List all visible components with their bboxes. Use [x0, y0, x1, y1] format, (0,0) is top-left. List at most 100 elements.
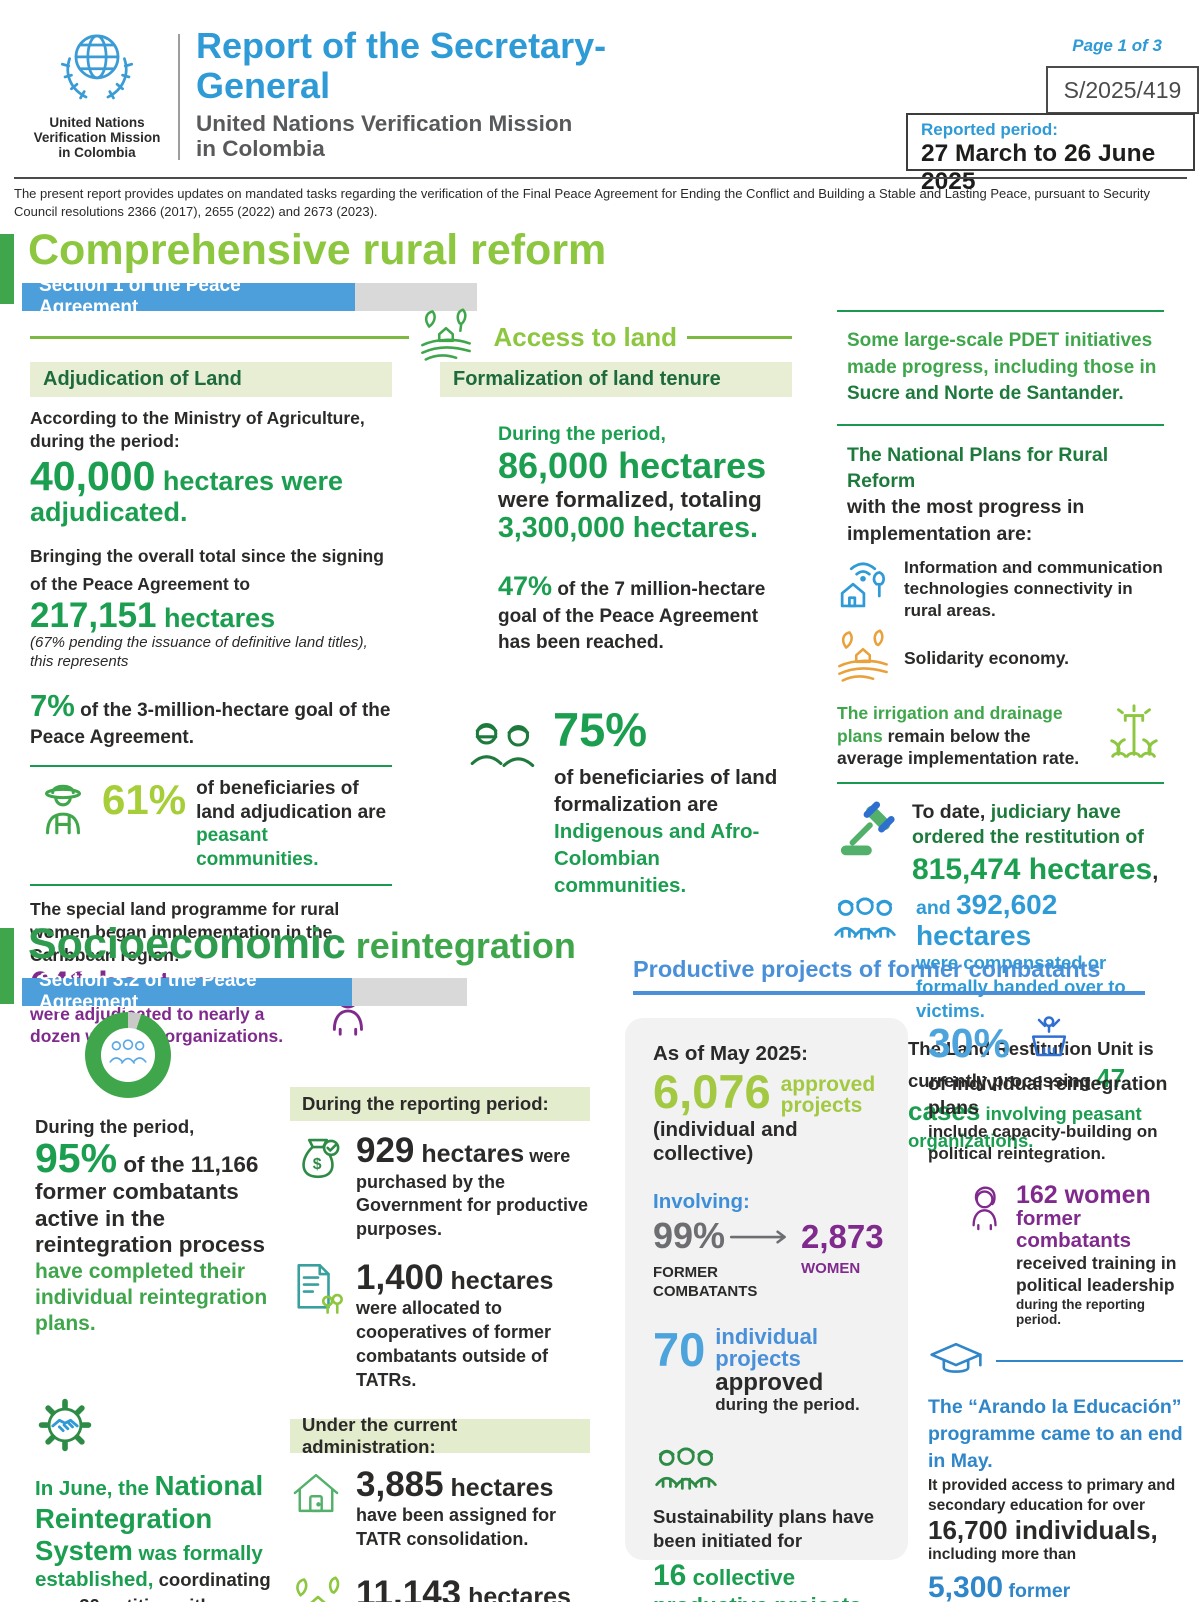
page-subtitle: United Nations Verification Mission in C… — [196, 111, 573, 161]
wifi-house-icon — [834, 557, 892, 620]
divider — [837, 310, 1164, 312]
adjudication-total-intro: Bringing the overall total since the sig… — [30, 545, 384, 594]
rural-section-tag: Section 1 of the Peace Agreement — [22, 275, 477, 318]
woman-purple-icon — [958, 1183, 1008, 1327]
house-icon — [290, 1467, 342, 1552]
asof-label: As of May 2025: — [653, 1042, 808, 1065]
stat-3885-text: 3,885 hectares have been assigned for TA… — [356, 1464, 557, 1549]
farm-field-icon — [419, 308, 473, 367]
page-indicator: Page 1 of 3 — [1072, 36, 1162, 55]
indigenous-people-icon — [464, 716, 546, 779]
socio-right-column: 30% of individual reintegration plans in… — [928, 1015, 1183, 1602]
adjudication-intro: According to the Ministry of Agriculture… — [30, 408, 365, 451]
socio-middle-column: During the reporting period: $ 929 hecta… — [290, 1087, 590, 1602]
stat-11143-row: 11,143 hectares were allocated to produc… — [290, 1576, 590, 1602]
un-emblem-icon — [41, 34, 153, 112]
header-rule — [14, 177, 1187, 179]
logo-caption-line1: United Nations — [49, 115, 145, 130]
logo-caption-line3: in Colombia — [58, 145, 136, 161]
section-accent-bar — [0, 234, 14, 304]
svg-text:$: $ — [313, 1156, 322, 1173]
socio95-intro: During the period, — [35, 1116, 195, 1137]
socio-section-title: Socioeconomic reintegration — [28, 920, 576, 968]
pct30-bold-text: of individual reintegration plans — [928, 1073, 1168, 1120]
solidarity-item: Solidarity economy. — [836, 629, 1174, 688]
adjudication-goal: 7% of the 3-million-hectare goal of the … — [30, 687, 391, 749]
productive-projects-underline — [633, 991, 1145, 995]
ind70-value: 70 — [653, 1323, 706, 1376]
divider — [837, 423, 1164, 426]
lru-text: The Land Restitution Unit is currently p… — [908, 1038, 1154, 1152]
ind-collective-label: (individual and collective) — [653, 1118, 798, 1165]
ict-item: Information and communication technologi… — [834, 557, 1174, 621]
adjudication-stat1: 40,000 hectares were adjudicated. — [30, 452, 344, 527]
pct30-text: include capacity-building on political r… — [928, 1121, 1158, 1163]
irrigation-icon — [1103, 702, 1165, 770]
reported-period-box: Reported period: 27 March to 26 June 202… — [906, 113, 1195, 195]
sustainability-intro: Sustainability plans have been initiated… — [653, 1505, 875, 1551]
judiciary-row: To date, judiciary have ordered the rest… — [836, 800, 1174, 886]
women162-bold: former combatants — [1016, 1206, 1132, 1253]
formalization-goal: 47% of the 7 million-hectare goal of the… — [498, 570, 766, 654]
education-divider-line — [996, 1360, 1183, 1363]
arrow-right-icon — [729, 1230, 793, 1249]
victims-text: and 392,602 hectares were compensated or… — [916, 888, 1126, 1022]
formalization-header: Formalization of land tenure — [440, 362, 792, 397]
stat-1400-text: 1,400 hectares were allocated to coopera… — [356, 1257, 554, 1390]
pdet-text: Some large-scale PDET initiatives made p… — [847, 330, 1157, 405]
divider — [837, 782, 1164, 785]
doc-number: S/2025/419 — [1063, 76, 1182, 103]
formalization-num1: 86,000 hectares — [498, 445, 767, 486]
education-stat2: 5,300 former combatants. — [928, 1571, 1071, 1602]
divider — [30, 883, 392, 886]
stat-11143-text: 11,143 hectares were allocated to produc… — [356, 1573, 571, 1602]
pct75-block: 75% of beneficiaries of land formalizati… — [440, 703, 792, 942]
reported-period-label: Reported period: — [921, 120, 1058, 139]
lru-row: The Land Restitution Unit is currently p… — [832, 1037, 1174, 1153]
education-divider-row — [928, 1339, 1183, 1384]
divider — [30, 764, 392, 767]
national-plans-text: The National Plans for Rural Reform with… — [847, 443, 1109, 545]
reported-period-value: 27 March to 26 June 2025 — [921, 140, 1156, 195]
rural-section-tag-label: Section 1 of the Peace Agreement — [22, 275, 355, 318]
podium-person-icon — [1022, 1015, 1076, 1070]
document-trees-icon — [290, 1260, 346, 1393]
adjudication-column: Adjudication of Land According to the Mi… — [30, 362, 392, 1048]
socio-section-tag-filler — [352, 978, 467, 1006]
money-bag-icon: $ — [290, 1133, 346, 1242]
approved-label: approved projects — [780, 1073, 876, 1117]
women-value: 2,873 — [801, 1218, 884, 1255]
involving-stats: 99% 2,873 FORMER COMBATANTS WOMEN — [653, 1218, 884, 1304]
doc-number-box: S/2025/419 — [1046, 66, 1199, 114]
involving-label: Involving: — [653, 1190, 750, 1213]
ict-item-text: Information and communication technologi… — [904, 558, 1163, 620]
access-to-land-row: Access to land — [30, 308, 792, 367]
socio95-stat: 95% of the 11,166 former combatants acti… — [35, 1135, 266, 1258]
sustainability-stat: 16 collective productive projects — [653, 1558, 862, 1602]
access-line-left — [30, 336, 410, 339]
page-title: Report of the Secretary-General — [196, 25, 607, 106]
pct61-text: of beneficiaries of land adjudication ar… — [196, 777, 387, 871]
national-reintegration-text: In June, the National Reintegration Syst… — [35, 1470, 271, 1602]
reporting-period-box-header: During the reporting period: — [290, 1087, 590, 1121]
women162-text: received training in political leadership — [1016, 1253, 1177, 1295]
formalization-column: Formalization of land tenure During the … — [440, 362, 792, 942]
formalization-p2: were formalized, totaling — [498, 486, 762, 512]
approved-projects-stat: 6,076 approved projects — [653, 1068, 884, 1116]
logo-caption-line2: Verification Mission — [33, 130, 161, 146]
productive-projects-heading: Productive projects of former combatants — [633, 956, 1101, 982]
pct61-value: 61% — [102, 775, 187, 823]
reintegration-donut-chart — [85, 1012, 171, 1098]
women-label: WOMEN — [801, 1260, 861, 1277]
arando-text: The “Arando la Educación” programme came… — [928, 1395, 1183, 1473]
education-stat: 16,700 individuals, including more than — [928, 1514, 1158, 1563]
pct75-value: 75% — [553, 702, 648, 756]
approved-num: 6,076 — [653, 1065, 771, 1118]
women162-row: 162 women former combatants received tra… — [928, 1182, 1183, 1327]
irrigation-text: The irrigation and drainage plans remain… — [837, 702, 1080, 769]
adjudication-total-stat: 217,151 hectares — [30, 595, 276, 635]
solidarity-farm-icon — [836, 629, 890, 688]
people-trio-green-icon — [653, 1446, 884, 1499]
individual-projects-stat: 70 individual projects approved during t… — [653, 1323, 860, 1415]
